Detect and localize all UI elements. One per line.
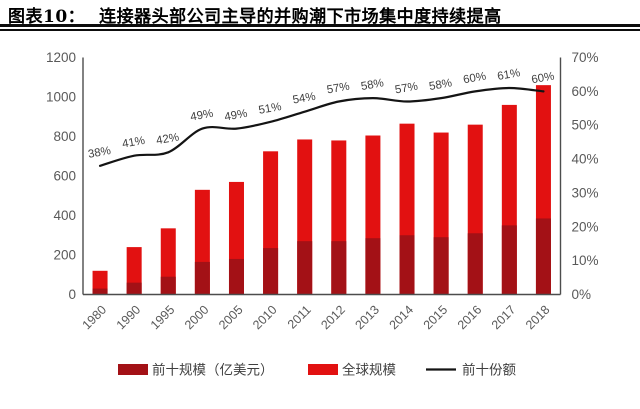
bar-top10-2017 (501, 225, 517, 295)
figure-caption: 图表10： 连接器头部公司主导的并购潮下市场集中度持续提高 (8, 2, 502, 27)
share-line (98, 86, 545, 167)
left-axis-tick-600: 600 (53, 169, 76, 184)
right-axis-tick-60%: 60% (572, 84, 599, 99)
x-tick-2013: 2013 (352, 303, 382, 333)
x-tick-1995: 1995 (148, 303, 178, 333)
right-axis-tick-50%: 50% (572, 118, 599, 133)
right-axis-tick-0%: 0% (572, 287, 592, 302)
left-axis-tick-200: 200 (53, 248, 76, 263)
right-axis-tick-30%: 30% (572, 185, 599, 200)
x-tick-2016: 2016 (455, 303, 485, 333)
share-label-2018: 60% (531, 70, 556, 86)
share-label-2016: 60% (462, 70, 487, 86)
bar-top10-2012 (331, 241, 347, 295)
legend-label-global: 全球规模 (342, 362, 396, 378)
bar-top10-2013 (365, 238, 381, 295)
left-axis-tick-800: 800 (53, 129, 76, 144)
left-axis-tick-1200: 1200 (46, 50, 76, 65)
left-axis-tick-400: 400 (53, 208, 76, 223)
share-label-2012: 57% (326, 81, 351, 97)
bar-top10-2014 (399, 235, 415, 295)
share-label-2013: 58% (360, 77, 385, 93)
bar-top10-1995 (160, 276, 176, 295)
bar-top10-2000 (194, 261, 210, 295)
bar-top10-1990 (126, 282, 142, 295)
x-tick-2018: 2018 (523, 303, 553, 333)
figure-title-text: 连接器头部公司主导的并购潮下市场集中度持续提高 (99, 7, 502, 27)
x-tick-2017: 2017 (489, 303, 519, 333)
right-axis-tick-20%: 20% (572, 219, 599, 234)
share-label-2011: 54% (292, 91, 317, 107)
caption-rule-thin (0, 29, 640, 31)
bar-top10-2015 (433, 237, 449, 295)
x-tick-1980: 1980 (80, 303, 110, 333)
legend-label-top10: 前十规模（亿美元） (152, 362, 274, 378)
legend-swatch-top10 (118, 364, 148, 375)
x-tick-2011: 2011 (285, 303, 314, 332)
right-axis-tick-70%: 70% (572, 50, 599, 65)
x-tick-2010: 2010 (250, 303, 280, 333)
x-tick-2015: 2015 (421, 303, 451, 333)
legend-label-share: 前十份额 (462, 362, 516, 378)
bar-top10-2016 (467, 233, 483, 295)
share-label-2017: 61% (496, 67, 521, 83)
caption-rule-thick (0, 24, 640, 27)
x-tick-2014: 2014 (387, 303, 417, 333)
share-label-2015: 58% (428, 77, 453, 93)
right-axis-tick-10%: 10% (572, 253, 599, 268)
share-label-1990: 41% (121, 135, 146, 151)
left-axis-tick-1000: 1000 (46, 90, 76, 105)
share-label-1980: 38% (87, 145, 112, 161)
bar-top10-2011 (297, 241, 313, 295)
x-tick-2012: 2012 (318, 303, 348, 333)
x-tick-1990: 1990 (114, 303, 144, 333)
share-label-1995: 42% (155, 131, 180, 147)
share-label-2010: 51% (258, 101, 283, 117)
x-tick-2005: 2005 (216, 303, 246, 333)
bar-top10-2005 (228, 258, 244, 295)
bar-top10-2010 (263, 248, 279, 295)
share-label-2005: 49% (224, 108, 249, 124)
left-axis-tick-0: 0 (68, 287, 76, 302)
legend-swatch-global (308, 364, 338, 375)
figure-number: 图表10： (8, 7, 86, 27)
share-label-2014: 57% (394, 81, 419, 97)
share-label-2000: 49% (189, 108, 214, 124)
bar-top10-1980 (92, 288, 108, 295)
x-tick-2000: 2000 (182, 303, 212, 333)
bar-top10-2018 (535, 218, 551, 295)
right-axis-tick-40%: 40% (572, 152, 599, 167)
